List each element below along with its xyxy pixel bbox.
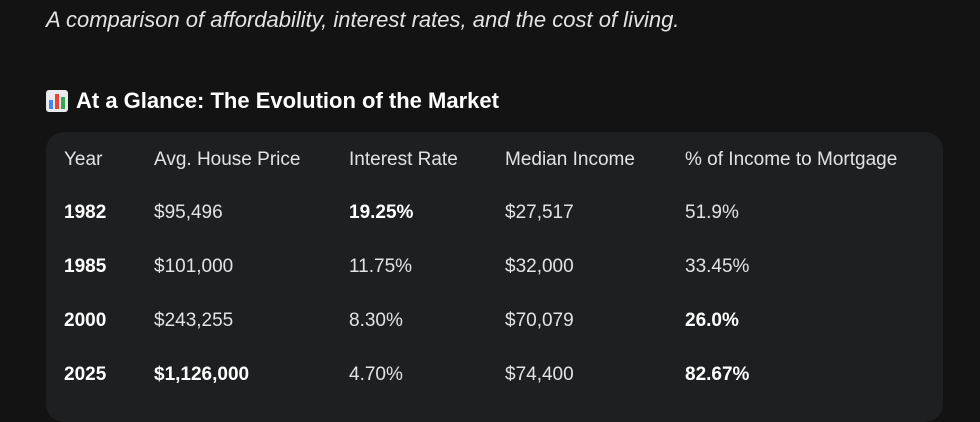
subtitle: A comparison of affordability, interest … [46, 7, 680, 32]
table-row: 2000 $243,255 8.30% $70,079 26.0% [64, 294, 925, 348]
header-median-income: Median Income [505, 149, 635, 170]
table-row: 1982 $95,496 19.25% $27,517 51.9% [64, 186, 925, 240]
cell-house-price: $101,000 [154, 256, 234, 277]
cell-income-to-mortgage: 82.67% [685, 364, 750, 385]
cell-year: 1982 [64, 202, 107, 223]
header-year: Year [64, 149, 103, 170]
cell-house-price: $243,255 [154, 310, 234, 331]
section-heading-text: At a Glance: The Evolution of the Market [76, 88, 499, 113]
cell-house-price: $95,496 [154, 202, 223, 223]
market-table-card: Year Avg. House Price Interest Rate Medi… [46, 132, 943, 422]
cell-median-income: $32,000 [505, 256, 574, 277]
table-header-row: Year Avg. House Price Interest Rate Medi… [64, 146, 925, 186]
cell-income-to-mortgage: 51.9% [685, 202, 739, 223]
table-row: 2025 $1,126,000 4.70% $74,400 82.67% [64, 348, 925, 402]
cell-income-to-mortgage: 26.0% [685, 310, 739, 331]
cell-interest-rate: 19.25% [349, 202, 414, 223]
header-avg-house-price: Avg. House Price [154, 149, 301, 170]
cell-median-income: $70,079 [505, 310, 574, 331]
section-heading: At a Glance: The Evolution of the Market [46, 88, 499, 114]
market-table: Year Avg. House Price Interest Rate Medi… [64, 146, 925, 402]
cell-median-income: $27,517 [505, 202, 574, 223]
cell-interest-rate: 4.70% [349, 364, 403, 385]
bar-chart-icon [46, 90, 68, 112]
header-income-to-mortgage: % of Income to Mortgage [685, 149, 898, 170]
cell-interest-rate: 8.30% [349, 310, 403, 331]
cell-interest-rate: 11.75% [349, 256, 413, 277]
cell-income-to-mortgage: 33.45% [685, 256, 750, 277]
cell-year: 2000 [64, 310, 107, 331]
cell-year: 1985 [64, 256, 107, 277]
cell-year: 2025 [64, 364, 107, 385]
cell-median-income: $74,400 [505, 364, 574, 385]
header-interest-rate: Interest Rate [349, 149, 458, 170]
table-row: 1985 $101,000 11.75% $32,000 33.45% [64, 240, 925, 294]
cell-house-price: $1,126,000 [154, 364, 250, 385]
